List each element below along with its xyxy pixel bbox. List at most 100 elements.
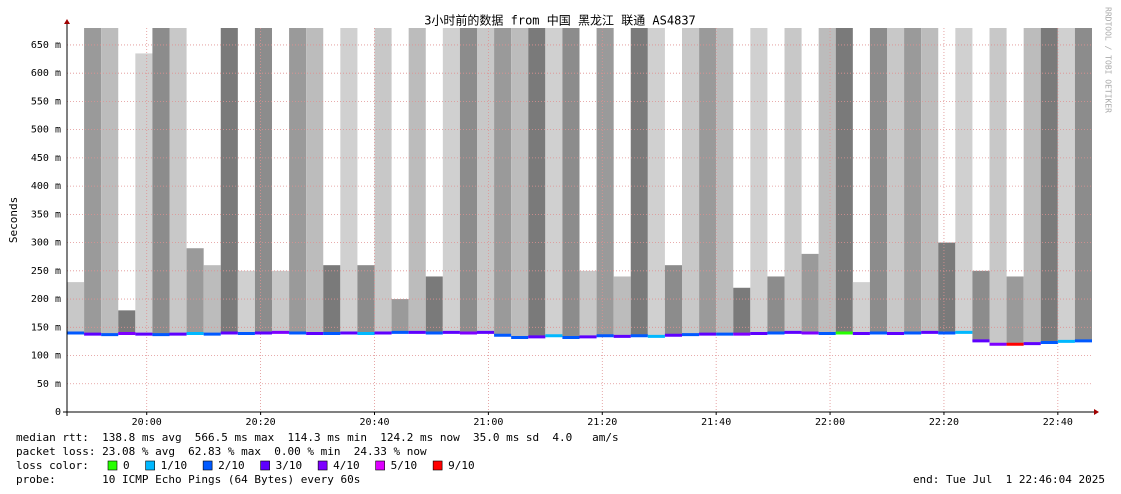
smoke-band bbox=[289, 28, 307, 333]
smoke-band bbox=[818, 28, 836, 334]
legend-swatch bbox=[145, 460, 155, 471]
smoke-band bbox=[186, 248, 204, 334]
smoke-band bbox=[1074, 28, 1092, 341]
smoke-band bbox=[784, 28, 802, 333]
legend-swatch bbox=[260, 460, 270, 471]
y-tick-label: 500 m bbox=[31, 125, 61, 136]
smoke-band bbox=[545, 28, 563, 336]
smoke-band bbox=[647, 28, 665, 337]
smoke-band bbox=[237, 270, 255, 334]
x-tick-label: 21:40 bbox=[701, 417, 731, 428]
legend-label: 9/10 bbox=[448, 459, 475, 472]
probe-text: probe: 10 ICMP Echo Pings (64 Bytes) eve… bbox=[16, 473, 360, 486]
smoke-band bbox=[921, 28, 939, 333]
smoke-band bbox=[664, 265, 682, 336]
smoke-band bbox=[955, 28, 973, 333]
y-tick-label: 450 m bbox=[31, 153, 61, 164]
smoke-band bbox=[84, 28, 102, 335]
y-tick-label: 250 m bbox=[31, 266, 61, 277]
legend-label: 0 bbox=[123, 459, 130, 472]
smoke-band bbox=[613, 276, 631, 337]
smoke-band bbox=[169, 28, 187, 335]
smoke-band bbox=[1040, 28, 1058, 343]
x-tick-label: 22:00 bbox=[815, 417, 845, 428]
legend-label: 4/10 bbox=[333, 459, 360, 472]
smoke-band bbox=[272, 270, 290, 333]
smoke-band bbox=[135, 53, 153, 335]
x-tick-label: 21:00 bbox=[473, 417, 503, 428]
smoke-band bbox=[1057, 28, 1075, 342]
smoke-band bbox=[733, 287, 751, 335]
axis-arrow bbox=[64, 19, 70, 24]
smoke-band bbox=[425, 276, 443, 333]
smoke-band bbox=[767, 276, 785, 333]
smoke-band bbox=[699, 28, 717, 335]
smoke-band bbox=[528, 28, 546, 337]
y-tick-label: 100 m bbox=[31, 351, 61, 362]
smoke-band bbox=[374, 28, 392, 333]
y-tick-label: 650 m bbox=[31, 40, 61, 51]
smoke-band bbox=[904, 28, 922, 333]
smoke-band bbox=[869, 28, 887, 333]
stats-line: median rtt: 138.8 ms avg 566.5 ms max 11… bbox=[16, 431, 619, 444]
y-tick-label: 200 m bbox=[31, 294, 61, 305]
smoke-band bbox=[716, 28, 734, 335]
smoke-band bbox=[459, 28, 477, 333]
smoke-band bbox=[203, 265, 221, 335]
legend-label: 5/10 bbox=[391, 459, 418, 472]
smoke-band bbox=[254, 28, 272, 333]
smoke-band bbox=[511, 28, 529, 338]
y-tick-label: 350 m bbox=[31, 209, 61, 220]
smoke-band bbox=[596, 28, 614, 336]
smoke-band bbox=[972, 270, 990, 341]
smoke-band bbox=[152, 28, 170, 335]
x-tick-label: 22:20 bbox=[929, 417, 959, 428]
y-tick-label: 50 m bbox=[37, 379, 61, 390]
legend-swatch bbox=[375, 460, 385, 471]
smoke-band bbox=[989, 28, 1007, 345]
y-tick-label: 600 m bbox=[31, 68, 61, 79]
legend-swatch bbox=[317, 460, 328, 471]
loss-legend-label: loss color: bbox=[16, 459, 89, 472]
smoke-band bbox=[852, 282, 870, 334]
y-tick-label: 0 bbox=[55, 407, 61, 418]
smoke-band bbox=[101, 28, 119, 335]
chart-title: 3小时前的数据 from 中国 黑龙江 联通 AS4837 bbox=[424, 13, 696, 28]
smoke-band bbox=[391, 299, 409, 333]
smoke-band bbox=[67, 282, 85, 333]
x-tick-label: 20:00 bbox=[132, 417, 162, 428]
smoke-band bbox=[682, 28, 700, 335]
smoke-band bbox=[887, 28, 905, 334]
x-tick-label: 22:40 bbox=[1043, 417, 1073, 428]
smoke-band bbox=[408, 28, 426, 333]
smoke-band bbox=[306, 28, 324, 334]
smoke-band bbox=[938, 242, 956, 333]
legend-swatch bbox=[202, 460, 213, 471]
smoke-band bbox=[357, 265, 375, 334]
smoke-band bbox=[750, 28, 768, 334]
end-text: end: Tue Jul 1 22:46:04 2025 bbox=[913, 473, 1105, 486]
y-tick-label: 550 m bbox=[31, 96, 61, 107]
smoke-band bbox=[1006, 276, 1024, 345]
smoke-band bbox=[340, 28, 358, 333]
y-axis-label: Seconds bbox=[7, 197, 20, 243]
legend-label: 1/10 bbox=[161, 459, 188, 472]
smoke-band bbox=[630, 28, 648, 336]
legend-swatch bbox=[107, 460, 118, 471]
smoke-band bbox=[477, 28, 495, 333]
smoke-band bbox=[835, 28, 853, 333]
smoke-band bbox=[1023, 28, 1041, 344]
legend-swatch bbox=[432, 460, 443, 471]
y-tick-label: 300 m bbox=[31, 238, 61, 249]
smoke-band bbox=[118, 310, 136, 334]
stats-line: packet loss: 23.08 % avg 62.83 % max 0.0… bbox=[16, 445, 427, 458]
x-tick-label: 20:40 bbox=[359, 417, 389, 428]
smoke-band bbox=[801, 253, 819, 333]
x-tick-label: 21:20 bbox=[587, 417, 617, 428]
side-text: RRDTOOL / TOBI OETIKER bbox=[1104, 7, 1113, 113]
axis-arrow bbox=[1094, 409, 1099, 415]
x-tick-label: 20:20 bbox=[246, 417, 276, 428]
smoke-band bbox=[579, 270, 597, 337]
